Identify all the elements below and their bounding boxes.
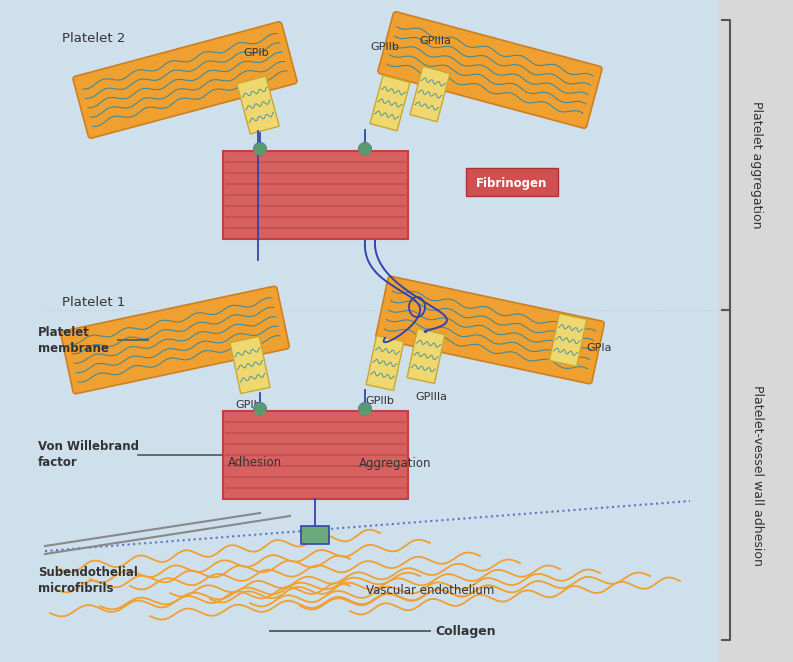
FancyBboxPatch shape — [366, 336, 404, 391]
Text: GPIIIa: GPIIIa — [419, 36, 451, 46]
FancyBboxPatch shape — [61, 286, 289, 394]
FancyBboxPatch shape — [407, 328, 445, 383]
Bar — [223, 411, 408, 499]
FancyBboxPatch shape — [73, 22, 297, 138]
FancyBboxPatch shape — [237, 76, 279, 134]
FancyBboxPatch shape — [466, 168, 558, 196]
Text: Aggregation: Aggregation — [358, 457, 431, 469]
Circle shape — [359, 403, 371, 415]
Text: Platelet
membrane: Platelet membrane — [38, 326, 109, 354]
Text: Platelet-vessel wall adhesion: Platelet-vessel wall adhesion — [750, 385, 764, 565]
FancyBboxPatch shape — [410, 66, 450, 122]
Text: GPIIIa: GPIIIa — [415, 392, 447, 402]
Text: Collagen: Collagen — [435, 624, 496, 638]
Text: GPIIb: GPIIb — [370, 42, 400, 52]
Text: GPIb: GPIb — [243, 48, 269, 58]
FancyBboxPatch shape — [230, 336, 270, 393]
Text: Adhesion: Adhesion — [228, 457, 282, 469]
Text: GPIa: GPIa — [586, 343, 611, 353]
Text: Von Willebrand
factor: Von Willebrand factor — [38, 440, 139, 469]
FancyBboxPatch shape — [378, 12, 602, 128]
Circle shape — [359, 143, 371, 155]
Text: GPIIb: GPIIb — [366, 396, 394, 406]
Text: Platelet aggregation: Platelet aggregation — [750, 101, 764, 229]
Bar — [223, 151, 408, 239]
FancyBboxPatch shape — [550, 314, 587, 366]
Circle shape — [254, 403, 266, 415]
Bar — [718, 0, 793, 662]
Text: Subendothelial
microfibrils: Subendothelial microfibrils — [38, 567, 138, 596]
FancyBboxPatch shape — [376, 276, 604, 384]
Circle shape — [254, 143, 266, 155]
Text: Fibrinogen: Fibrinogen — [477, 177, 548, 189]
Text: Platelet 1: Platelet 1 — [62, 295, 125, 308]
FancyBboxPatch shape — [301, 526, 329, 544]
Text: Platelet 2: Platelet 2 — [62, 32, 125, 44]
FancyBboxPatch shape — [370, 75, 410, 131]
Text: GPIb: GPIb — [236, 400, 261, 410]
Text: Vascular endothelium: Vascular endothelium — [366, 585, 494, 598]
